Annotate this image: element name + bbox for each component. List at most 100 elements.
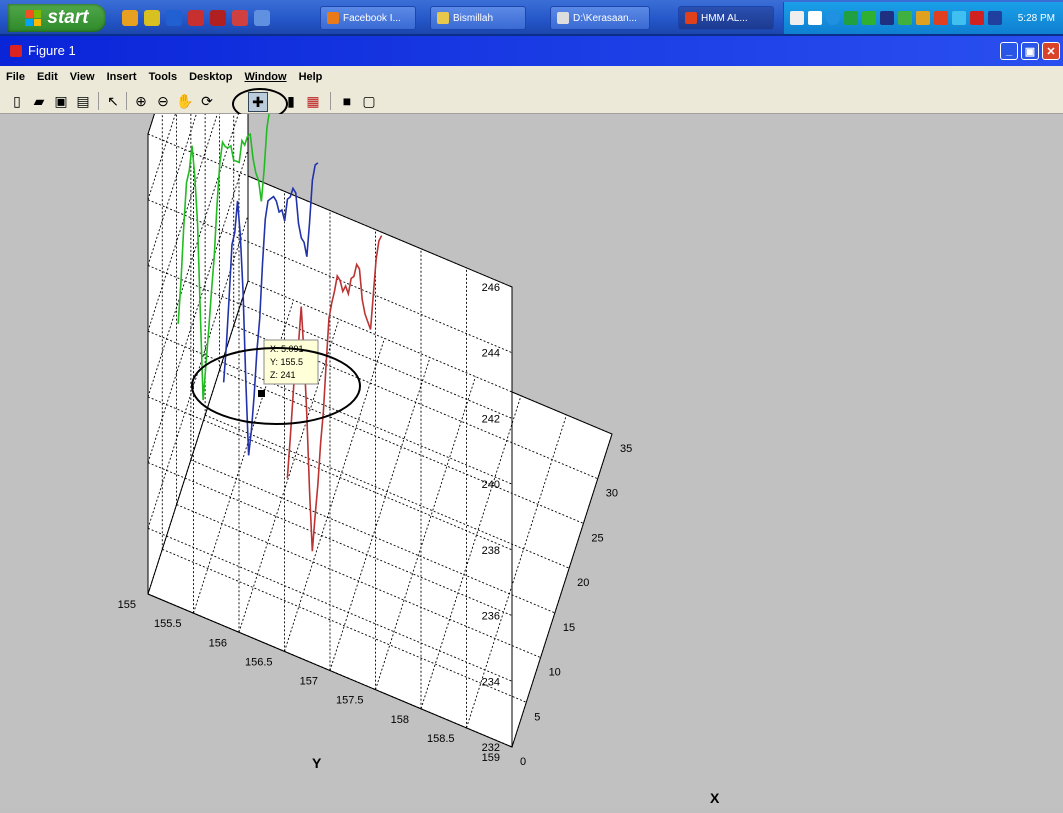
grid-line — [147, 280, 249, 595]
grid-line — [147, 527, 513, 682]
tray-icon[interactable] — [970, 11, 984, 25]
insert-legend-icon[interactable]: ▦ — [306, 93, 320, 109]
close-button[interactable]: ✕ — [1042, 42, 1060, 60]
z-tick-label: 240 — [482, 479, 500, 491]
new-figure-icon[interactable]: ▯ — [13, 93, 21, 109]
tray-icon[interactable] — [952, 11, 966, 25]
grid-line — [219, 370, 584, 524]
datatip-y: Y: 155.5 — [270, 357, 303, 367]
tray-icon[interactable] — [880, 11, 894, 25]
x-tick-label: 20 — [577, 577, 589, 589]
folder-icon — [437, 12, 449, 24]
y-axis-label: Y — [312, 755, 322, 771]
grid-line — [147, 199, 513, 354]
matlab-figure-icon — [10, 45, 22, 57]
menu-tools[interactable]: Tools — [148, 71, 178, 83]
menu-bar: File Edit View Insert Tools Desktop Wind… — [0, 66, 1063, 88]
quick-launch-icon[interactable] — [210, 10, 226, 26]
y-tick-label: 155 — [118, 599, 136, 611]
x-tick-label: 25 — [591, 532, 603, 544]
series-line — [222, 162, 319, 456]
quick-launch-icon[interactable] — [144, 10, 160, 26]
tray-icon[interactable] — [790, 11, 804, 25]
taskbar-item[interactable]: D:\Kerasaan... — [550, 6, 650, 30]
annotation-circle — [191, 347, 361, 425]
z-tick-label: 232 — [482, 742, 500, 754]
tray-icon[interactable] — [916, 11, 930, 25]
tray-icon[interactable] — [862, 11, 876, 25]
toolbar-separator — [330, 92, 331, 110]
z-tick-label: 236 — [482, 611, 500, 623]
start-label: start — [47, 7, 89, 28]
grid-line — [147, 133, 513, 288]
y-tick-label: 156 — [209, 637, 227, 649]
y-tick-label: 159 — [482, 752, 500, 764]
tray-icon[interactable] — [808, 11, 822, 25]
print-icon[interactable]: ▤ — [76, 93, 90, 109]
menu-window[interactable]: Window — [244, 71, 287, 83]
tray-icon[interactable] — [898, 11, 912, 25]
menu-edit[interactable]: Edit — [36, 71, 58, 83]
toolbar-separator — [126, 92, 127, 110]
system-tray: 5:28 PM — [783, 2, 1063, 34]
matlab-icon — [685, 12, 697, 24]
show-plot-tools-icon[interactable]: ▢ — [362, 93, 376, 109]
y-tick-label: 158.5 — [427, 733, 455, 745]
minimize-button[interactable]: _ — [1000, 42, 1018, 60]
grid-line — [375, 376, 476, 690]
quick-launch-icon[interactable] — [122, 10, 138, 26]
plot-lines — [177, 108, 383, 552]
tray-icon[interactable] — [844, 11, 858, 25]
windows-taskbar: start Facebook I... Bismillah D:\Kerasaa… — [0, 0, 1063, 36]
rotate-3d-icon[interactable]: ⟳ — [201, 93, 213, 109]
insert-colorbar-icon[interactable]: ▮ — [287, 93, 295, 109]
open-file-icon[interactable]: ▰ — [33, 93, 45, 109]
menu-insert[interactable]: Insert — [106, 71, 137, 83]
quick-launch-icon[interactable] — [232, 10, 248, 26]
document-icon — [557, 12, 569, 24]
quick-launch-icon[interactable] — [254, 10, 270, 26]
taskbar-item[interactable]: Bismillah — [430, 6, 526, 30]
taskbar-item[interactable]: HMM AL... — [678, 6, 774, 30]
datatip-marker — [258, 390, 265, 397]
series-line — [177, 108, 273, 401]
tray-icon[interactable] — [826, 11, 840, 25]
y-tick-label: 157 — [300, 676, 318, 688]
hide-plot-tools-icon[interactable]: ■ — [342, 93, 352, 109]
z-tick-label: 234 — [482, 676, 500, 688]
quick-launch-icon[interactable] — [166, 10, 182, 26]
grid-line — [238, 319, 340, 633]
figure-toolbar: ▯ ▰ ▣ ▤ ↖ ⊕ ⊖ ✋ ⟳ ✚ ▮ ▦ ■ ▢ — [0, 88, 1063, 114]
menu-file[interactable]: File — [6, 71, 25, 83]
series-line — [286, 235, 383, 552]
y-tick-label: 157.5 — [336, 695, 364, 707]
edit-plot-icon[interactable]: ↖ — [107, 93, 119, 109]
menu-desktop[interactable]: Desktop — [189, 71, 233, 83]
tray-icon[interactable] — [988, 11, 1002, 25]
grid-line — [147, 462, 513, 616]
quick-launch — [122, 10, 270, 26]
taskbar-item[interactable]: Facebook I... — [320, 6, 416, 30]
zoom-in-icon[interactable]: ⊕ — [135, 93, 147, 109]
x-tick-label: 10 — [549, 667, 561, 679]
save-icon[interactable]: ▣ — [54, 93, 68, 109]
grid-line — [147, 330, 513, 485]
menu-view[interactable]: View — [69, 71, 95, 83]
grid-line — [162, 548, 527, 703]
toolbar-separator — [98, 92, 99, 110]
tick-labels: 232234236238240242244246155155.5156156.5… — [118, 282, 633, 768]
pan-icon[interactable]: ✋ — [176, 93, 194, 109]
y-tick-label: 155.5 — [154, 618, 182, 630]
firefox-icon — [327, 12, 339, 24]
menu-help[interactable]: Help — [298, 71, 323, 83]
back-wall-x — [147, 0, 249, 595]
maximize-button[interactable]: ▣ — [1021, 42, 1039, 60]
zoom-out-icon[interactable]: ⊖ — [157, 93, 169, 109]
start-button[interactable]: start — [8, 4, 106, 32]
data-tip: X: 5.091 Y: 155.5 Z: 241 — [191, 339, 361, 425]
grid-line — [204, 414, 570, 569]
x-tick-label: 5 — [534, 711, 540, 723]
quick-launch-icon[interactable] — [188, 10, 204, 26]
tray-icon[interactable] — [934, 11, 948, 25]
